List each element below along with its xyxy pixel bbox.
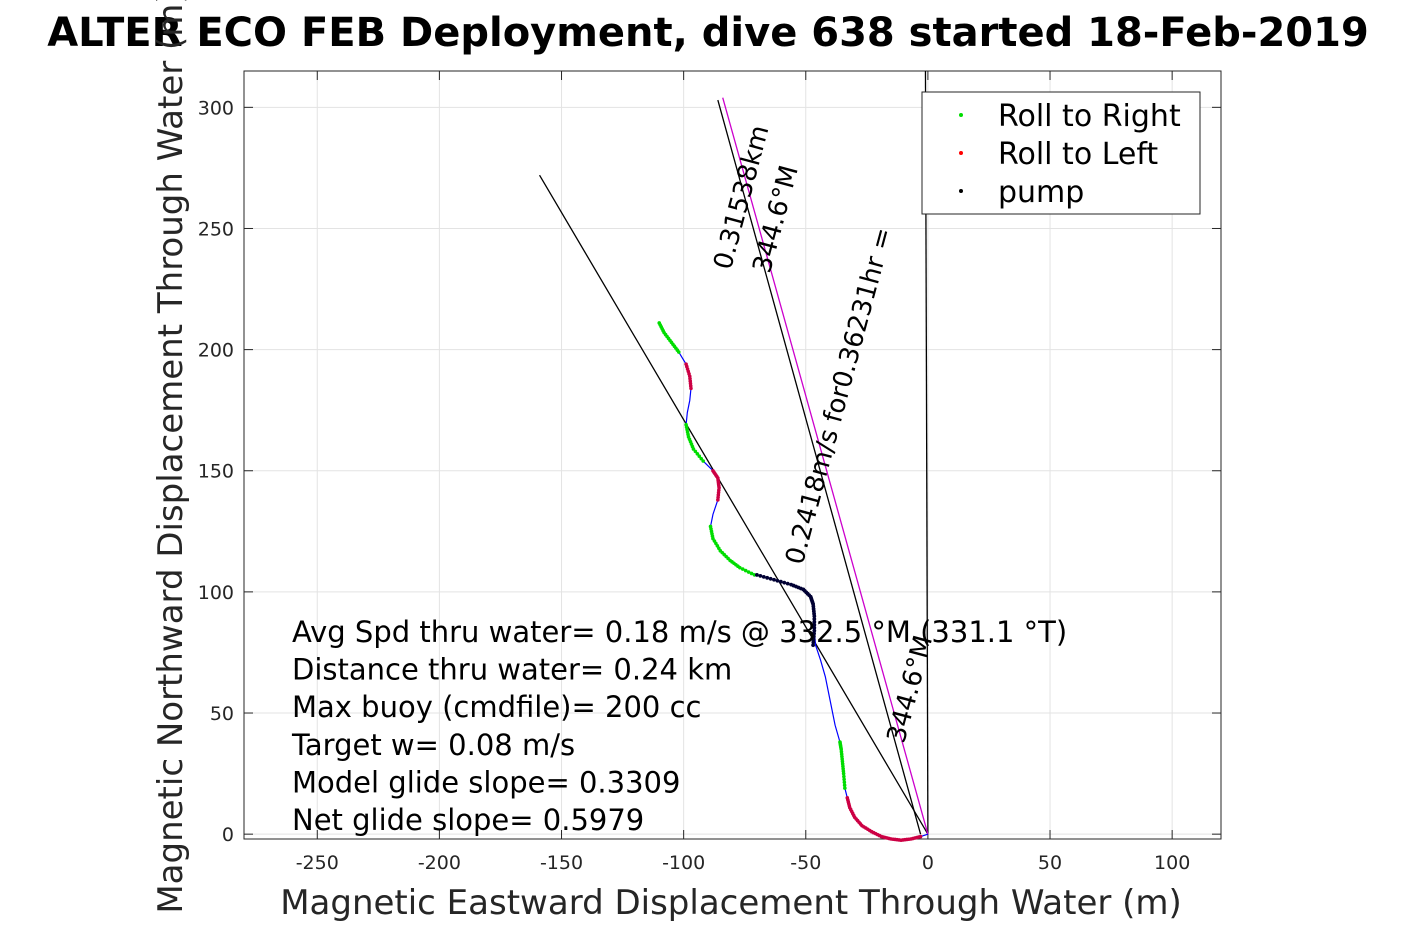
pump-point: [811, 634, 816, 639]
x-axis-label: Magnetic Eastward Displacement Through W…: [280, 883, 1182, 923]
legend-label: Roll to Right: [998, 99, 1181, 134]
pump-point: [782, 580, 787, 585]
y-tick-label: 0: [222, 824, 234, 846]
x-tick-label: 0: [922, 852, 934, 874]
roll-right-point: [743, 568, 748, 573]
chart-title: ALTER ECO FEB Deployment, dive 638 start…: [47, 10, 1369, 56]
axes-box: [243, 70, 1222, 840]
roll-right-point: [699, 456, 704, 461]
legend-marker: [959, 189, 963, 193]
legend-box: [921, 91, 1201, 215]
dive-track-line: [658, 322, 929, 841]
x-tick-label: 50: [1038, 852, 1062, 874]
annotation-line: Avg Spd thru water= 0.18 m/s @ 332.5 °M …: [292, 615, 1067, 649]
roll-left-point: [845, 796, 850, 800]
y-tick-label: 150: [198, 461, 234, 483]
legend-label: pump: [998, 175, 1084, 210]
legend-marker: [959, 113, 963, 117]
roll-right-point: [740, 567, 745, 571]
y-tick-label: 300: [198, 97, 234, 119]
pump-point: [768, 576, 773, 581]
roll-right-point: [842, 777, 846, 782]
pump-point: [812, 631, 816, 636]
x-tick-label: -100: [662, 852, 705, 874]
roll-right-point: [842, 783, 847, 788]
pump-point: [772, 577, 776, 582]
line-label: 344.6°M: [882, 632, 939, 746]
y-tick-label: 50: [210, 703, 234, 725]
annotation-line: Max buoy (cmdfile)= 200 cc: [292, 690, 701, 724]
annotation-line: Target w= 0.08 m/s: [291, 728, 575, 762]
annotation-line: Model glide slope= 0.3309: [292, 765, 680, 799]
roll-right-point: [657, 321, 662, 325]
roll-left-point: [711, 468, 715, 473]
x-tick-label: 100: [1154, 852, 1190, 874]
roll-right-point: [701, 459, 705, 463]
pump-point: [812, 625, 817, 630]
legend-marker: [959, 151, 963, 155]
reference-line: [722, 97, 929, 835]
legend-label: Roll to Left: [998, 137, 1158, 172]
pump-point: [811, 640, 816, 645]
roll-right-point: [693, 449, 698, 454]
pump-point: [785, 581, 790, 586]
x-tick-label: -250: [296, 852, 339, 874]
roll-right-point: [842, 774, 846, 779]
roll-right-point: [697, 454, 702, 459]
y-tick-label: 200: [198, 340, 234, 362]
roll-right-point: [708, 524, 713, 529]
pump-point: [778, 579, 783, 584]
roll-right-point: [843, 786, 847, 790]
annotations: Avg Spd thru water= 0.18 m/s @ 332.5 °M …: [291, 615, 1067, 837]
pump-point: [812, 617, 817, 621]
pump-point: [761, 574, 766, 579]
pump-point: [812, 628, 817, 633]
pump-point: [811, 637, 816, 642]
roll-right-point: [695, 451, 700, 456]
pump-point: [758, 573, 763, 578]
reference-line: [538, 174, 929, 835]
pump-point: [765, 575, 770, 580]
roll-right-point: [684, 422, 688, 427]
pump-point: [811, 643, 816, 648]
roll-right-point: [749, 571, 754, 576]
roll-right-point: [746, 570, 751, 574]
pump-point: [775, 578, 780, 583]
roll-right-point: [842, 780, 847, 785]
pump-point: [789, 582, 794, 587]
x-tick-label: -50: [790, 852, 821, 874]
roll-right-point: [838, 740, 842, 744]
y-tick-label: 250: [198, 218, 234, 240]
x-tick-label: -150: [540, 852, 583, 874]
y-tick-label: 100: [198, 582, 234, 604]
x-tick-label: -200: [418, 852, 461, 874]
roll-left-point: [684, 362, 688, 366]
pump-point: [755, 573, 759, 577]
pump-point: [812, 622, 817, 627]
annotation-line: Distance thru water= 0.24 km: [292, 653, 732, 687]
annotation-line: Net glide slope= 0.5979: [292, 803, 644, 837]
reference-line: [717, 99, 922, 835]
pump-point: [812, 620, 817, 624]
y-axis-label: Magnetic Northward Displacement Through …: [151, 0, 191, 914]
